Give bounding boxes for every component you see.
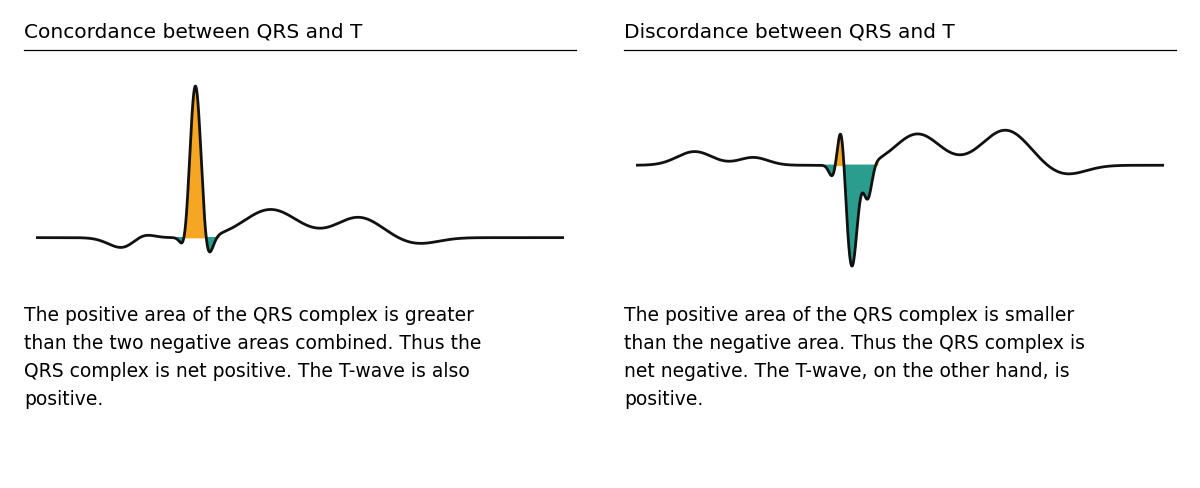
Text: The positive area of the QRS complex is greater
than the two negative areas comb: The positive area of the QRS complex is … <box>24 305 481 408</box>
Text: Concordance between QRS and T: Concordance between QRS and T <box>24 22 362 41</box>
Text: The positive area of the QRS complex is smaller
than the negative area. Thus the: The positive area of the QRS complex is … <box>624 305 1085 408</box>
Text: Discordance between QRS and T: Discordance between QRS and T <box>624 22 955 41</box>
